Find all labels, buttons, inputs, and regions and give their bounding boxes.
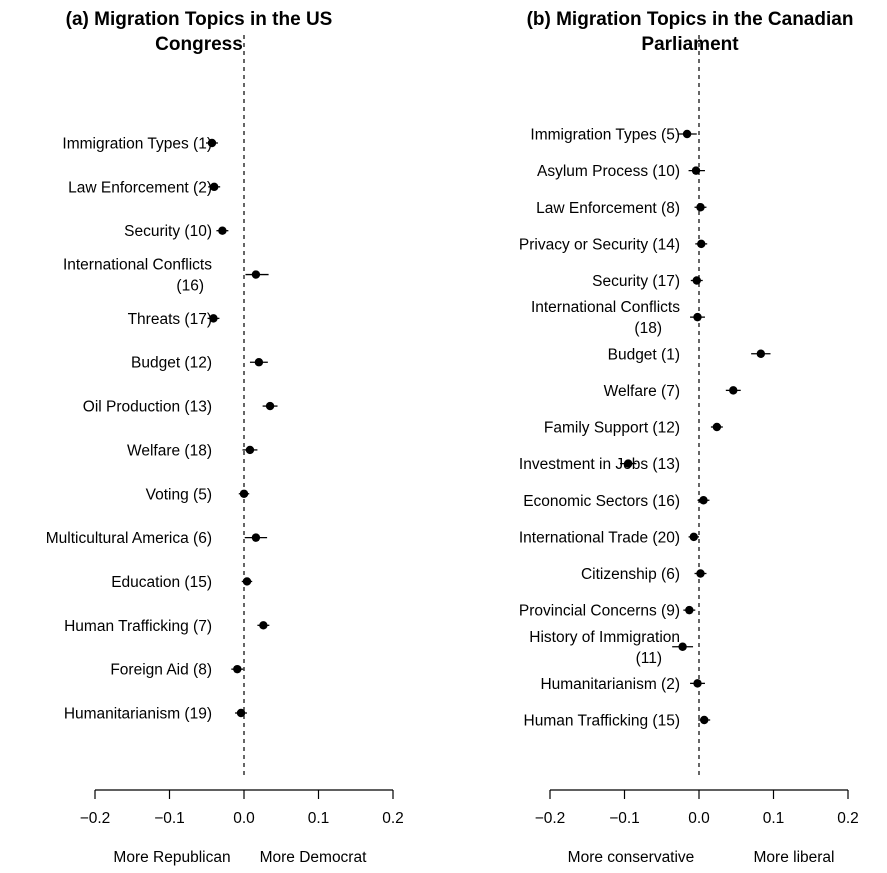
chart-title: (b) Migration Topics in the Canadian Parl… <box>527 9 854 55</box>
topic-label: Humanitarianism (2) <box>540 676 680 693</box>
topic-label: Security (10) <box>124 223 212 240</box>
estimate-point <box>233 664 242 674</box>
x-tick-label: 0.2 <box>837 810 859 827</box>
topic-label: Privacy or Security (14) <box>519 236 680 253</box>
x-tick-label: −0.1 <box>609 810 640 827</box>
topic-label: Foreign Aid (8) <box>110 662 212 679</box>
topic-label: International Conflicts (18) <box>531 299 680 337</box>
estimate-point <box>210 182 219 192</box>
panel-canadian-parliament: (b) Migration Topics in the Canadian Parl… <box>519 9 859 866</box>
direction-label: More Republican <box>113 849 230 866</box>
estimate-point <box>685 605 694 615</box>
chart-title: (a) Migration Topics in the US Congress <box>66 9 333 55</box>
estimate-point <box>697 239 706 249</box>
estimate-point <box>693 312 702 322</box>
estimate-point <box>696 569 705 578</box>
topic-label: Welfare (7) <box>604 383 680 400</box>
estimate-point <box>259 621 268 630</box>
estimate-point <box>245 445 255 455</box>
topic-label: Budget (12) <box>131 355 212 372</box>
estimate-point <box>756 349 766 358</box>
topic-label: Welfare (18) <box>127 442 212 459</box>
topic-label: International Trade (20) <box>519 529 680 546</box>
panel-us-congress: (a) Migration Topics in the US Congress Im… <box>46 9 404 866</box>
topic-label: Humanitarianism (19) <box>64 706 212 723</box>
estimate-point <box>236 708 246 718</box>
direction-label: More liberal <box>754 849 835 866</box>
estimate-point <box>209 314 218 323</box>
estimate-point <box>691 166 701 175</box>
estimate-point <box>693 679 702 688</box>
x-tick-label: −0.2 <box>535 810 566 827</box>
topic-label: Law Enforcement (2) <box>68 179 212 196</box>
estimate-point <box>700 715 709 725</box>
estimate-point <box>689 532 698 542</box>
estimate-point <box>624 459 633 468</box>
estimate-point <box>207 138 217 148</box>
x-tick-label: 0.1 <box>308 810 330 827</box>
topic-label: International Conflicts (16) <box>63 257 212 295</box>
topic-label: Security (17) <box>592 273 680 290</box>
estimate-point <box>678 642 687 651</box>
topic-label: History of Immigration (11) <box>529 629 680 667</box>
estimate-point <box>239 489 249 498</box>
topic-label: Immigration Types (5) <box>530 127 680 144</box>
estimate-point <box>265 401 275 411</box>
topic-label: Threats (17) <box>128 311 212 328</box>
estimate-point <box>692 276 701 285</box>
estimate-point <box>699 496 708 505</box>
topic-label: Oil Production (13) <box>83 399 212 416</box>
estimate-point <box>251 270 261 279</box>
x-tick-label: −0.1 <box>154 810 185 827</box>
direction-label: More Democrat <box>260 849 367 866</box>
estimate-point <box>712 422 722 432</box>
x-tick-label: −0.2 <box>80 810 111 827</box>
x-tick-label: 0.1 <box>763 810 785 827</box>
topic-label: Family Support (12) <box>544 420 680 437</box>
topic-label: Voting (5) <box>146 486 212 503</box>
topic-label: Human Trafficking (15) <box>524 713 681 730</box>
x-tick-label: 0.0 <box>233 810 255 827</box>
topic-label: Provincial Concerns (9) <box>519 603 680 620</box>
estimate-point <box>254 358 264 367</box>
direction-label: More conservative <box>568 849 695 866</box>
topic-label: Investment in Jobs (13) <box>519 456 680 473</box>
estimate-point <box>251 533 261 542</box>
topic-label: Human Trafficking (7) <box>64 618 212 635</box>
estimate-point <box>696 203 705 212</box>
x-tick-label: 0.0 <box>688 810 710 827</box>
x-tick-label: 0.2 <box>382 810 404 827</box>
topic-label: Multicultural America (6) <box>46 530 212 547</box>
estimate-point <box>218 226 227 235</box>
topic-label: Economic Sectors (16) <box>523 493 680 510</box>
topic-label: Citizenship (6) <box>581 566 680 583</box>
topic-label: Immigration Types (1) <box>62 136 212 153</box>
estimate-point <box>729 386 738 395</box>
topic-label: Law Enforcement (8) <box>536 200 680 217</box>
topic-label: Asylum Process (10) <box>537 163 680 180</box>
estimate-point <box>242 577 252 586</box>
estimate-point <box>682 129 692 139</box>
topic-label: Budget (1) <box>608 346 680 363</box>
topic-label: Education (15) <box>111 574 212 591</box>
